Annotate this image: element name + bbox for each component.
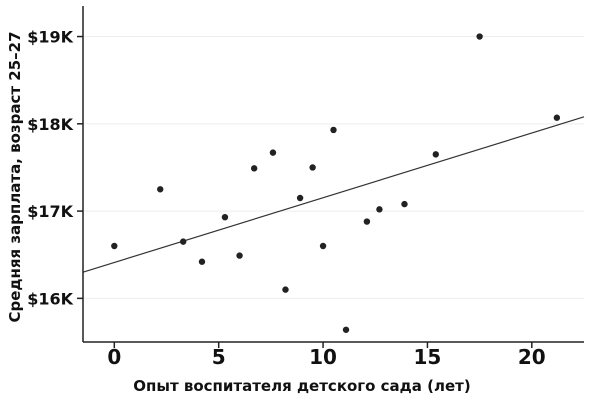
data-point (309, 164, 316, 171)
y-tick-label: $18K (27, 115, 73, 134)
data-point (236, 252, 243, 259)
data-point (401, 200, 408, 208)
tick-labels: $16K $17K $18K $19K 0 5 10 15 20 (27, 28, 546, 369)
data-point (376, 206, 383, 213)
data-point (157, 186, 164, 193)
data-point (432, 151, 439, 158)
y-tick-label: $19K (27, 28, 73, 47)
data-point (269, 149, 277, 156)
trend-line (82, 116, 585, 273)
data-point (330, 126, 337, 134)
data-point (198, 258, 206, 265)
x-axis-title: Опыт воспитателя детского сада (лет) (133, 377, 470, 395)
x-tick-label: 15 (414, 345, 442, 369)
data-point (363, 218, 371, 225)
y-tick-label: $17K (27, 202, 73, 221)
data-points (111, 33, 561, 333)
data-point (342, 326, 350, 333)
data-point (553, 114, 561, 121)
data-point (296, 194, 304, 202)
y-tick-label: $16K (27, 289, 73, 308)
data-point (282, 286, 289, 293)
y-axis-title: Средняя зарплата, возраст 25–27 (6, 31, 24, 322)
x-tick-label: 10 (309, 345, 337, 369)
data-point (111, 242, 118, 250)
x-tick-label: 5 (212, 345, 226, 369)
trend-line-group (82, 116, 585, 273)
axes (77, 6, 584, 348)
data-point (221, 214, 229, 221)
x-tick-label: 0 (107, 345, 121, 369)
data-point (250, 165, 258, 172)
data-point (319, 242, 327, 250)
data-point (476, 33, 483, 40)
x-tick-label: 20 (518, 345, 546, 369)
data-point (180, 238, 187, 245)
grid-lines (83, 36, 584, 299)
